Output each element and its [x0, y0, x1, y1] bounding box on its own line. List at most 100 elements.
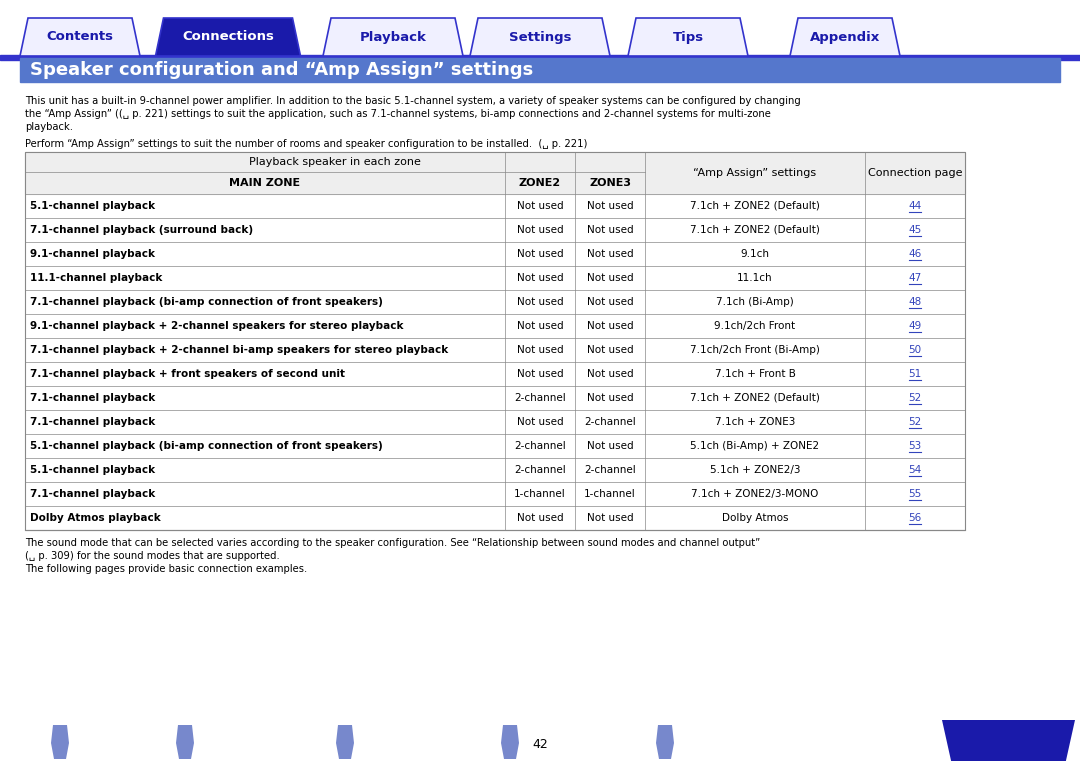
Bar [21, 58, 1059, 82]
Text: 7.1-channel playback + 2-channel bi-amp speakers for stereo playback: 7.1-channel playback + 2-channel bi-amp … [30, 345, 448, 355]
Text: ZONE3: ZONE3 [589, 178, 631, 188]
Text: Not used: Not used [586, 369, 633, 379]
Text: Not used: Not used [516, 321, 564, 331]
Text: 49: 49 [908, 321, 921, 331]
Text: 45: 45 [908, 225, 921, 235]
Polygon shape [942, 720, 1075, 761]
Text: 50: 50 [908, 345, 921, 355]
Text: 7.1ch + ZONE2 (Default): 7.1ch + ZONE2 (Default) [690, 225, 820, 235]
Bar [25, 506, 966, 530]
Text: 7.1ch/2ch Front (Bi-Amp): 7.1ch/2ch Front (Bi-Amp) [690, 345, 820, 355]
Text: 7.1ch + ZONE2 (Default): 7.1ch + ZONE2 (Default) [690, 393, 820, 403]
Text: playback.: playback. [25, 122, 73, 132]
Text: Appendix: Appendix [810, 30, 880, 43]
Text: 1-channel: 1-channel [514, 489, 566, 499]
Text: Not used: Not used [516, 513, 564, 523]
Text: 5.1ch + ZONE2/3: 5.1ch + ZONE2/3 [710, 465, 800, 475]
Text: 54: 54 [908, 465, 921, 475]
Text: Not used: Not used [586, 225, 633, 235]
Polygon shape [176, 725, 194, 759]
Text: 53: 53 [908, 441, 921, 451]
Text: Not used: Not used [586, 297, 633, 307]
Text: 7.1ch + ZONE2 (Default): 7.1ch + ZONE2 (Default) [690, 201, 820, 211]
Bar [25, 218, 966, 242]
Text: 9.1ch/2ch Front: 9.1ch/2ch Front [715, 321, 796, 331]
Text: 2-channel: 2-channel [514, 441, 566, 451]
Text: 2-channel: 2-channel [514, 465, 566, 475]
Text: Not used: Not used [586, 345, 633, 355]
Text: 48: 48 [908, 297, 921, 307]
Text: The following pages provide basic connection examples.: The following pages provide basic connec… [25, 564, 307, 574]
Text: Not used: Not used [516, 369, 564, 379]
Text: 9.1-channel playback: 9.1-channel playback [30, 249, 156, 259]
Text: the “Amp Assign” ((␣ p. 221) settings to suit the application, such as 7.1-chann: the “Amp Assign” ((␣ p. 221) settings to… [25, 109, 771, 119]
Text: Dolby Atmos playback: Dolby Atmos playback [30, 513, 161, 523]
Text: 2-channel: 2-channel [584, 465, 636, 475]
Polygon shape [336, 725, 354, 759]
Polygon shape [789, 18, 900, 56]
Text: 11.1ch: 11.1ch [738, 273, 773, 283]
Text: 44: 44 [908, 201, 921, 211]
Polygon shape [51, 725, 69, 759]
Text: Playback speaker in each zone: Playback speaker in each zone [249, 157, 421, 167]
Text: 5.1ch (Bi-Amp) + ZONE2: 5.1ch (Bi-Amp) + ZONE2 [690, 441, 820, 451]
Text: MAIN ZONE: MAIN ZONE [229, 178, 300, 188]
Text: Not used: Not used [516, 345, 564, 355]
Bar [25, 152, 966, 530]
Bar [25, 194, 966, 218]
Text: 7.1-channel playback: 7.1-channel playback [30, 417, 156, 427]
Text: 7.1-channel playback (bi-amp connection of front speakers): 7.1-channel playback (bi-amp connection … [30, 297, 383, 307]
Bar [25, 386, 966, 410]
Text: Dolby Atmos: Dolby Atmos [721, 513, 788, 523]
Text: 5.1-channel playback: 5.1-channel playback [30, 465, 156, 475]
Text: Not used: Not used [516, 273, 564, 283]
Text: 55: 55 [908, 489, 921, 499]
Text: Not used: Not used [586, 321, 633, 331]
Text: Speaker configuration and “Amp Assign” settings: Speaker configuration and “Amp Assign” s… [30, 61, 534, 79]
Text: 42: 42 [532, 738, 548, 752]
Text: 5.1-channel playback: 5.1-channel playback [30, 201, 156, 211]
Text: “Amp Assign” settings: “Amp Assign” settings [693, 168, 816, 178]
Text: Not used: Not used [586, 441, 633, 451]
Text: 11.1-channel playback: 11.1-channel playback [30, 273, 162, 283]
Polygon shape [156, 18, 300, 56]
Bar [25, 290, 966, 314]
Bar [25, 410, 966, 434]
Text: 9.1ch: 9.1ch [741, 249, 769, 259]
Text: 9.1-channel playback + 2-channel speakers for stereo playback: 9.1-channel playback + 2-channel speaker… [30, 321, 404, 331]
Text: 1-channel: 1-channel [584, 489, 636, 499]
Text: 2-channel: 2-channel [514, 393, 566, 403]
Text: Not used: Not used [586, 393, 633, 403]
Text: 7.1-channel playback + front speakers of second unit: 7.1-channel playback + front speakers of… [30, 369, 345, 379]
Text: 51: 51 [908, 369, 921, 379]
Text: Tips: Tips [673, 30, 703, 43]
Text: Not used: Not used [516, 297, 564, 307]
Bar [25, 434, 966, 458]
Text: 7.1ch + ZONE2/3-MONO: 7.1ch + ZONE2/3-MONO [691, 489, 819, 499]
Bar [25, 152, 966, 194]
Text: Settings: Settings [509, 30, 571, 43]
Text: 56: 56 [908, 513, 921, 523]
Polygon shape [656, 725, 674, 759]
Polygon shape [470, 18, 610, 56]
Bar [25, 458, 966, 482]
Text: 5.1-channel playback (bi-amp connection of front speakers): 5.1-channel playback (bi-amp connection … [30, 441, 382, 451]
Text: Not used: Not used [516, 417, 564, 427]
Text: 7.1-channel playback: 7.1-channel playback [30, 393, 156, 403]
Bar [25, 242, 966, 266]
Polygon shape [21, 18, 140, 56]
Text: 46: 46 [908, 249, 921, 259]
Text: 7.1ch + ZONE3: 7.1ch + ZONE3 [715, 417, 795, 427]
Text: 52: 52 [908, 417, 921, 427]
Bar [25, 266, 966, 290]
Text: Contents: Contents [46, 30, 113, 43]
Bar [0, 55, 1080, 60]
Text: This unit has a built-in 9-channel power amplifier. In addition to the basic 5.1: This unit has a built-in 9-channel power… [25, 96, 800, 106]
Bar [25, 482, 966, 506]
Text: Not used: Not used [516, 249, 564, 259]
Bar [25, 362, 966, 386]
Text: Not used: Not used [586, 201, 633, 211]
Text: Not used: Not used [586, 513, 633, 523]
Text: The sound mode that can be selected varies according to the speaker configuratio: The sound mode that can be selected vari… [25, 538, 760, 548]
Polygon shape [323, 18, 463, 56]
